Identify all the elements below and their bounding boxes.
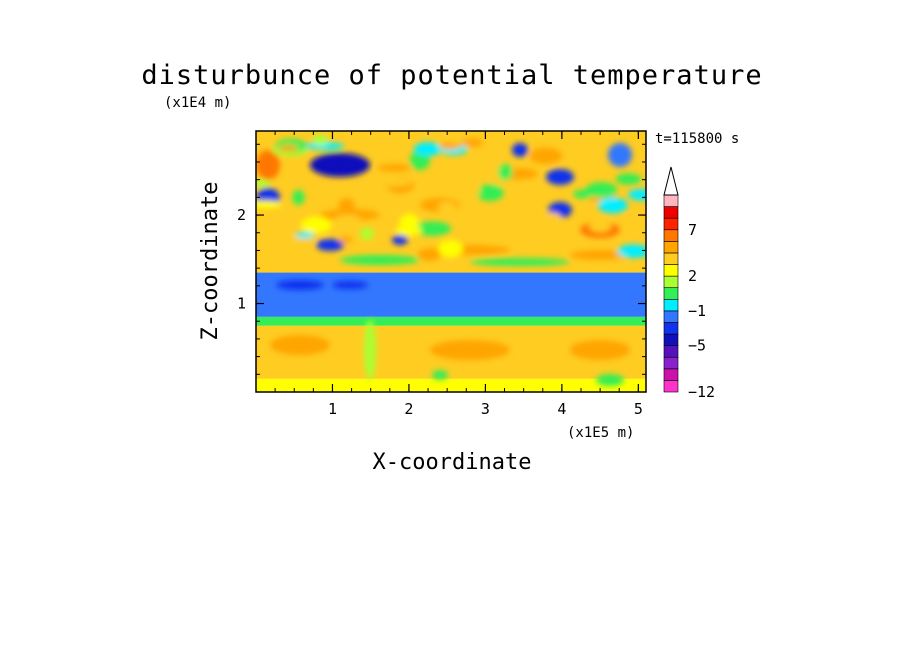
time-label: t=115800 s xyxy=(655,131,739,147)
field-blob xyxy=(292,189,305,205)
field-band xyxy=(256,272,646,317)
field-blob xyxy=(588,220,612,233)
field-blob xyxy=(278,145,299,152)
field-blob xyxy=(417,248,442,261)
y-tick-label: 1 xyxy=(237,295,246,313)
x-tick-label: 1 xyxy=(328,400,337,418)
field-blob xyxy=(316,239,344,251)
field-blob xyxy=(312,134,328,146)
chart-title: disturbunce of potential temperature xyxy=(141,60,762,91)
field-blob xyxy=(364,320,376,380)
field-blob xyxy=(498,163,513,181)
colorbar-segment xyxy=(663,264,679,277)
x-ticks: 1 2 3 4 5 xyxy=(274,131,643,418)
x-scale-label: (x1E5 m) xyxy=(567,425,634,441)
colorbar-tick-label: 2 xyxy=(688,267,697,285)
field-blob xyxy=(332,281,368,289)
field-blob xyxy=(585,182,618,198)
field-band xyxy=(256,316,646,326)
colorbar-segment xyxy=(663,252,679,265)
field-blob xyxy=(546,169,574,185)
colorbar: −12−5−127 xyxy=(663,166,715,401)
field-blob xyxy=(300,216,332,234)
field-blob xyxy=(628,188,646,201)
field-blob xyxy=(256,150,280,180)
field-blob xyxy=(256,200,282,209)
colorbar-segment xyxy=(663,310,679,323)
field-blob xyxy=(339,236,353,244)
field-blob xyxy=(432,370,448,380)
field-blob xyxy=(305,142,345,150)
field-blob xyxy=(340,255,420,265)
colorbar-segment xyxy=(663,368,679,381)
colorbar-segment xyxy=(663,206,679,219)
y-tick-label: 2 xyxy=(237,206,246,224)
field-blob xyxy=(512,143,528,157)
field-blob xyxy=(443,183,481,198)
x-tick-label: 5 xyxy=(634,400,643,418)
field-blob xyxy=(338,198,355,214)
field-blob xyxy=(570,250,630,260)
field-blob xyxy=(570,340,630,360)
colorbar-segment xyxy=(663,229,679,242)
colorbar-tick-label: 7 xyxy=(688,221,697,239)
field-blob xyxy=(626,215,646,224)
colorbar-segment xyxy=(663,333,679,346)
field-blob xyxy=(333,214,362,227)
x-tick-label: 4 xyxy=(557,400,566,418)
field-blob xyxy=(476,184,504,202)
colorbar-segment xyxy=(663,194,679,207)
field-blob xyxy=(413,142,442,156)
colorbar-extend-arrow xyxy=(663,166,679,196)
field-blob xyxy=(430,340,510,360)
y-axis-label: Z-coordinate xyxy=(198,182,223,341)
field-blob xyxy=(470,258,570,266)
colorbar-tick-label: −5 xyxy=(688,337,706,355)
colorbar-segment xyxy=(663,356,679,370)
field-blob xyxy=(374,177,413,187)
colorbar-tick-label: −1 xyxy=(688,302,706,320)
field-blob xyxy=(256,179,271,187)
x-axis-label: X-coordinate xyxy=(373,450,532,475)
plot-frame xyxy=(255,130,647,393)
field-blob xyxy=(542,212,562,225)
field-blob xyxy=(413,221,452,236)
colorbar-segment xyxy=(663,345,679,358)
field-blob xyxy=(597,197,628,214)
field-blob xyxy=(313,157,357,173)
field-blob xyxy=(596,374,624,386)
field-blob xyxy=(395,224,422,236)
field-blob xyxy=(608,143,632,167)
colorbar-segment xyxy=(663,322,679,335)
colorbar-segment xyxy=(663,217,679,231)
field-blob xyxy=(392,235,408,245)
heatmap-field xyxy=(256,131,646,392)
field-blob xyxy=(615,173,642,185)
y-ticks: 12 xyxy=(237,143,646,375)
field-blob xyxy=(295,232,315,239)
field-blob xyxy=(437,201,457,213)
colorbar-segment xyxy=(663,298,679,312)
field-blob xyxy=(617,244,646,259)
field-blob xyxy=(377,163,412,172)
field-band xyxy=(256,378,646,392)
field-blob xyxy=(461,138,484,148)
x-tick-label: 2 xyxy=(404,400,413,418)
field-blob xyxy=(359,227,375,240)
y-scale-label: (x1E4 m) xyxy=(164,95,231,111)
field-blob xyxy=(529,147,563,164)
field-blob xyxy=(270,335,330,355)
x-tick-label: 3 xyxy=(481,400,490,418)
colorbar-tick-label: −12 xyxy=(688,383,715,401)
field-blob xyxy=(435,142,462,150)
colorbar-segment xyxy=(663,380,679,393)
colorbar-segment xyxy=(663,287,679,300)
field-blob xyxy=(276,280,324,290)
colorbar-segment xyxy=(663,275,679,289)
field-blob xyxy=(438,239,463,258)
colorbar-segment xyxy=(663,241,679,254)
